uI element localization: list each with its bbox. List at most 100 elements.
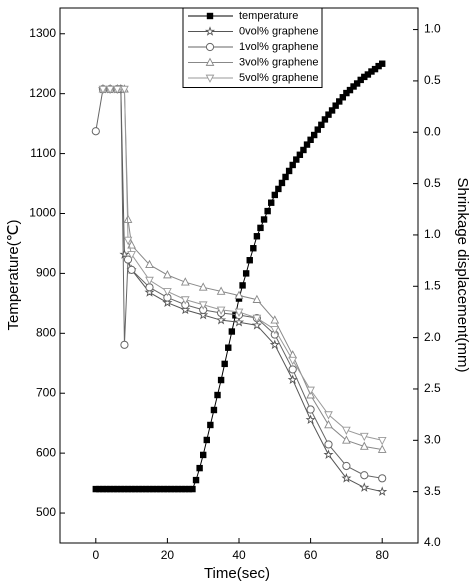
marker (127, 251, 136, 260)
marker (379, 60, 386, 67)
marker (92, 485, 99, 493)
marker (307, 136, 314, 144)
marker (350, 83, 357, 90)
marker (239, 282, 246, 289)
series-line (95, 88, 383, 479)
marker (339, 94, 347, 101)
marker (342, 461, 351, 471)
marker (234, 308, 244, 317)
marker (142, 485, 150, 493)
marker (359, 482, 370, 492)
marker (185, 485, 193, 493)
marker (375, 62, 382, 70)
marker (246, 257, 253, 264)
marker (203, 436, 210, 444)
marker (296, 151, 304, 158)
marker (324, 411, 333, 420)
marker (120, 85, 129, 95)
marker (353, 80, 361, 87)
marker (149, 485, 157, 493)
marker (228, 328, 236, 335)
marker (180, 277, 190, 286)
marker (342, 426, 351, 435)
marker (270, 326, 280, 335)
marker (189, 485, 196, 493)
x-tick-label: 80 (376, 548, 390, 562)
marker (131, 485, 139, 493)
marker (144, 287, 155, 297)
series-line (102, 88, 383, 493)
marker (361, 73, 368, 81)
marker (145, 259, 154, 269)
marker (119, 249, 130, 259)
y2-tick-label: 3.5 (424, 484, 441, 498)
y-tick-label: 1200 (29, 86, 56, 100)
marker (171, 485, 178, 493)
marker (368, 68, 375, 75)
marker (198, 301, 208, 310)
marker (153, 485, 160, 493)
marker (360, 471, 369, 480)
y-tick-label: 700 (36, 385, 56, 399)
marker (207, 421, 214, 429)
marker (324, 419, 333, 429)
marker (332, 102, 339, 109)
marker (305, 414, 316, 425)
marker (377, 444, 387, 453)
marker (216, 314, 227, 325)
y-tick-label: 1000 (29, 206, 56, 220)
marker (287, 374, 298, 385)
marker (275, 185, 282, 193)
marker (271, 191, 278, 199)
marker (164, 485, 171, 493)
marker (278, 179, 286, 187)
y2-tick-label: 1.5 (424, 278, 441, 292)
x-tick-label: 40 (232, 548, 246, 562)
marker (157, 485, 164, 493)
y2-tick-label: 4.0 (424, 535, 441, 549)
marker (341, 473, 352, 483)
marker (127, 265, 136, 274)
marker (205, 57, 215, 66)
marker (289, 161, 296, 169)
marker (205, 74, 215, 83)
marker (325, 111, 332, 118)
marker (128, 485, 135, 493)
y-tick-label: 900 (36, 266, 56, 280)
marker (328, 107, 336, 114)
marker (146, 485, 153, 493)
marker (359, 441, 369, 450)
marker (346, 86, 354, 94)
marker (135, 485, 142, 493)
legend-label: 1vol% graphene (239, 41, 319, 53)
y2-tick-label: 0.5 (424, 73, 441, 87)
marker (225, 344, 232, 351)
y-tick-label: 1300 (29, 26, 56, 40)
marker (98, 85, 108, 95)
marker (105, 85, 115, 95)
legend-label: 3vol% graphene (239, 56, 319, 68)
marker (123, 236, 133, 245)
marker (117, 485, 125, 493)
marker (217, 376, 225, 384)
marker (216, 306, 226, 315)
marker (180, 296, 190, 305)
marker (180, 304, 191, 315)
marker (269, 339, 280, 350)
marker (377, 436, 387, 446)
marker (145, 276, 154, 286)
marker (233, 316, 245, 327)
marker (200, 451, 207, 459)
x-tick-label: 20 (161, 548, 175, 562)
marker (221, 360, 228, 368)
y2-tick-label: 2.0 (424, 330, 441, 344)
marker (321, 116, 329, 123)
legend-label: 0vol% graphene (239, 25, 319, 37)
marker (300, 146, 307, 154)
x-axis-label: Time(sec) (204, 565, 270, 582)
marker (310, 131, 318, 139)
marker (306, 405, 315, 414)
marker (251, 320, 262, 330)
marker (163, 270, 172, 279)
